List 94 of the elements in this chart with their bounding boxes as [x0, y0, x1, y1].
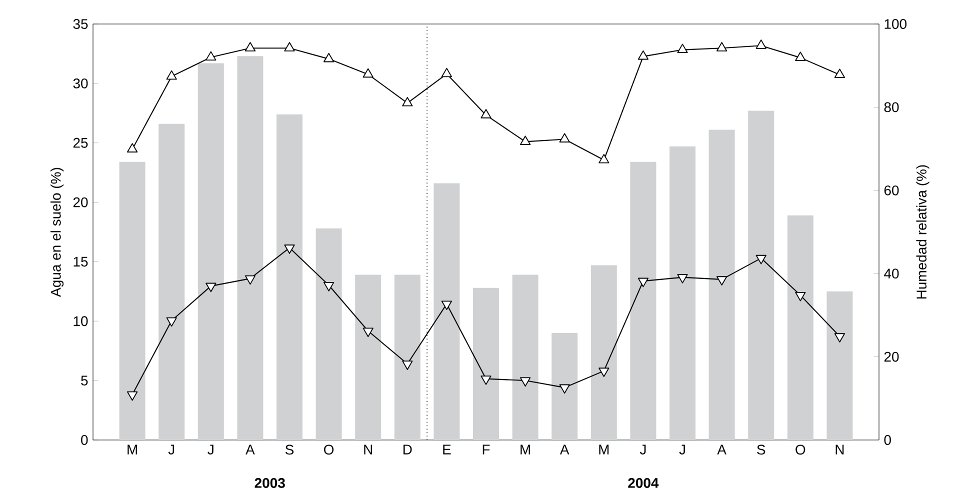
- y2-tick-label: 100: [884, 19, 907, 29]
- point: [559, 384, 570, 394]
- bar: [394, 274, 420, 440]
- text: 2004: [628, 478, 659, 488]
- x-tick-label: O: [796, 444, 806, 455]
- x-tick-label: A: [717, 444, 726, 454]
- bar: [787, 215, 814, 440]
- bar: [552, 333, 578, 440]
- y2-tick-label: 0: [884, 435, 891, 445]
- x-tick-label: D: [404, 444, 412, 454]
- bar: [748, 110, 774, 440]
- point: [166, 317, 177, 327]
- x-tick-label: E: [443, 444, 451, 454]
- point: [638, 50, 649, 60]
- bar: [237, 56, 264, 440]
- point: [480, 109, 492, 118]
- point: [520, 377, 531, 387]
- point: [284, 244, 295, 254]
- bar: [119, 162, 146, 440]
- point: [323, 52, 334, 62]
- bar: [512, 274, 538, 440]
- bar: [276, 114, 303, 440]
- point: [402, 360, 413, 370]
- y-tick-label: 15: [74, 256, 88, 267]
- bar: [158, 124, 185, 440]
- point: [559, 133, 570, 142]
- point: [362, 68, 374, 78]
- x-tick-label: J: [679, 444, 685, 454]
- bar: [434, 183, 460, 440]
- bar: [630, 162, 656, 440]
- point: [206, 282, 216, 292]
- x-tick-label: N: [836, 444, 844, 454]
- point: [126, 143, 138, 152]
- point: [520, 136, 531, 145]
- point: [795, 292, 806, 302]
- point: [638, 278, 649, 288]
- point: [402, 96, 413, 106]
- point: [480, 376, 492, 385]
- bar: [708, 130, 735, 440]
- point: [284, 42, 295, 52]
- point: [206, 51, 216, 61]
- point: [126, 391, 138, 401]
- point: [716, 42, 728, 52]
- x-tick-label: F: [482, 444, 490, 454]
- x-tick-label: O: [324, 444, 334, 455]
- x-tick-label: N: [364, 444, 372, 454]
- point: [441, 300, 452, 310]
- point: [716, 276, 728, 286]
- bar: [198, 63, 224, 440]
- x-tick-label: J: [208, 444, 214, 454]
- y2-tick-label: 20: [884, 352, 899, 362]
- y-tick-label: 10: [74, 316, 88, 326]
- x-tick-label: M: [128, 444, 137, 454]
- point: [598, 368, 610, 377]
- point: [834, 333, 846, 342]
- point: [323, 282, 334, 292]
- y-tick-label: 25: [73, 138, 88, 148]
- x-tick-label: J: [168, 444, 174, 454]
- y-axis-title: Agua en el suelo (%): [50, 168, 64, 297]
- point: [441, 68, 452, 78]
- x-tick-label: S: [285, 444, 294, 455]
- bar: [316, 228, 342, 440]
- point: [362, 328, 374, 338]
- x-tick-label: S: [757, 444, 766, 455]
- bar: [826, 291, 853, 440]
- y-tick-label: 30: [73, 78, 88, 88]
- point: [244, 275, 256, 285]
- x-tick-label: M: [599, 444, 609, 454]
- bar: [590, 265, 617, 440]
- x-tick-label: M: [520, 444, 530, 454]
- point: [244, 42, 256, 52]
- point: [598, 154, 610, 164]
- bar: [355, 274, 382, 440]
- y2-tick-label: 40: [884, 268, 899, 279]
- y2-tick-label: 60: [884, 185, 899, 196]
- point: [677, 274, 688, 284]
- bar: [670, 146, 696, 440]
- y-tick-label: 20: [73, 197, 88, 208]
- point: [834, 68, 846, 78]
- point: [795, 52, 806, 61]
- y-tick-label: 5: [81, 376, 88, 386]
- x-tick-label: A: [560, 444, 570, 454]
- y2-axis-title: Humedad relativa (%): [916, 165, 930, 299]
- x-tick-label: J: [640, 444, 646, 454]
- point: [677, 44, 688, 54]
- point: [166, 70, 177, 80]
- y-tick-label: 0: [81, 435, 88, 445]
- y2-tick-label: 80: [884, 102, 899, 112]
- text: 2003: [254, 478, 285, 488]
- y-tick-label: 35: [73, 19, 88, 29]
- point: [756, 254, 766, 264]
- x-tick-label: A: [246, 444, 255, 454]
- bar: [473, 288, 500, 440]
- point: [756, 40, 766, 49]
